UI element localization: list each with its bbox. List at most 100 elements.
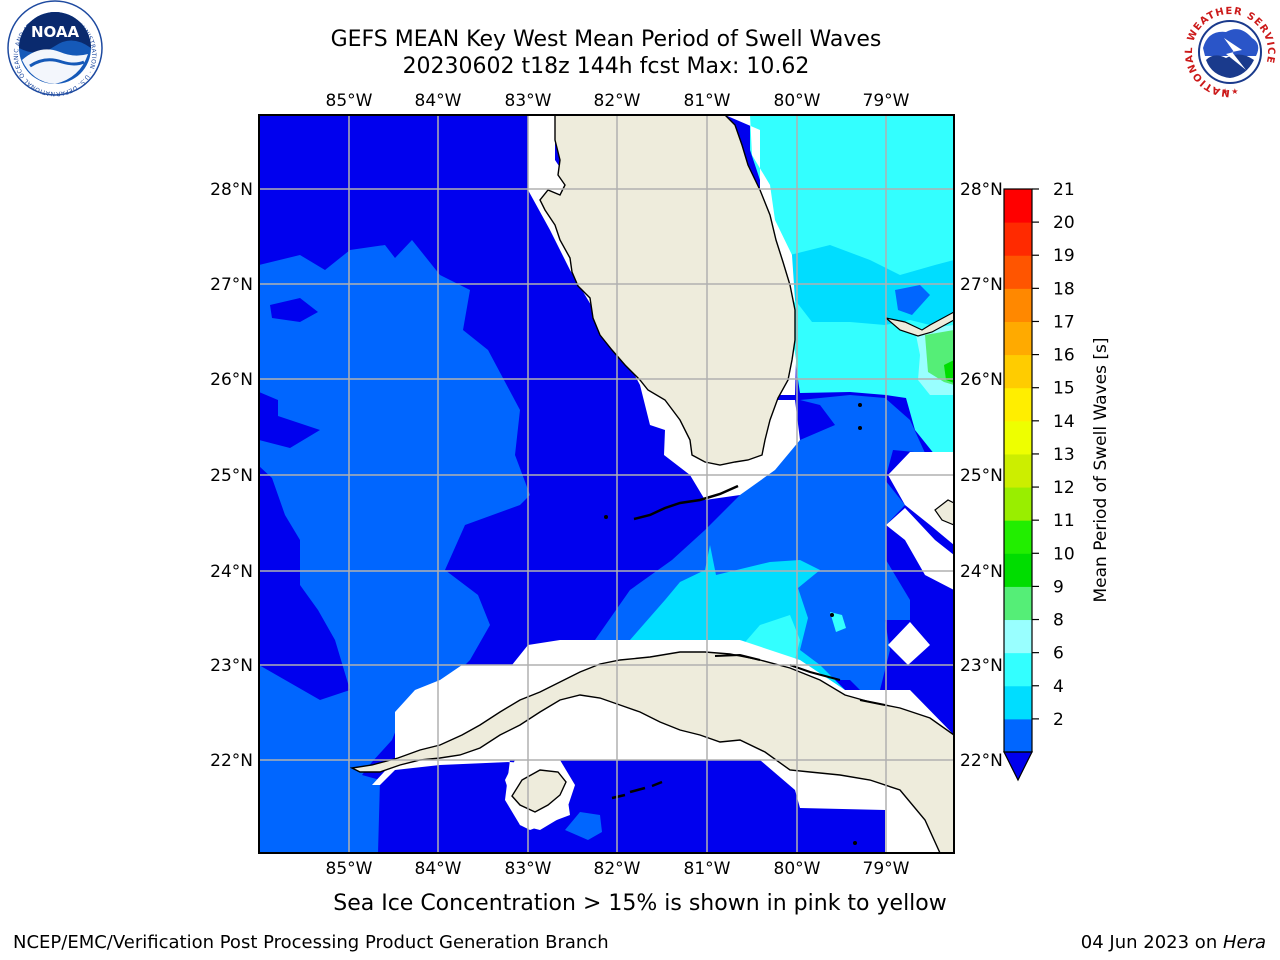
colorbar-band bbox=[1004, 189, 1032, 223]
sea-ice-note: Sea Ice Concentration > 15% is shown in … bbox=[333, 891, 947, 916]
colorbar-tick-label: 10 bbox=[1053, 544, 1075, 564]
lat-label-right: 26°N bbox=[960, 370, 1003, 390]
colorbar-bands bbox=[1004, 189, 1032, 753]
florida-land bbox=[539, 115, 796, 466]
lat-label-right: 22°N bbox=[960, 751, 1003, 771]
colorbar-tick-label: 16 bbox=[1053, 346, 1075, 366]
colorbar-band bbox=[1004, 453, 1032, 488]
lon-label-top: 79°W bbox=[863, 91, 910, 111]
noaa-logo: NATIONAL OCEANIC AND ATMOSPHERIC ADMINIS… bbox=[0, 0, 103, 97]
missing-data-bahamas-2 bbox=[886, 508, 954, 590]
lon-label-bottom: 81°W bbox=[684, 859, 731, 879]
lat-label-left: 26°N bbox=[210, 370, 253, 390]
florida-keys bbox=[633, 484, 739, 521]
colorbar-band bbox=[1004, 222, 1032, 256]
cuba-land bbox=[349, 651, 954, 853]
bimini bbox=[858, 403, 862, 407]
lat-label-right: 28°N bbox=[960, 180, 1003, 200]
colorbar-tick-label: 17 bbox=[1053, 312, 1075, 332]
lon-label-top: 83°W bbox=[505, 91, 552, 111]
lon-labels-top: 85°W 84°W 83°W 82°W 81°W 80°W 79°W bbox=[326, 91, 910, 111]
lon-label-top: 81°W bbox=[684, 91, 731, 111]
bahamas-land-1 bbox=[885, 311, 954, 337]
lat-label-left: 27°N bbox=[210, 275, 253, 295]
lat-label-left: 25°N bbox=[210, 466, 253, 486]
colorbar-tick-label: 6 bbox=[1053, 644, 1064, 664]
map-plot-area bbox=[259, 115, 954, 853]
lon-label-bottom: 80°W bbox=[774, 859, 821, 879]
footer-branch: NCEP/EMC/Verification Post Processing Pr… bbox=[13, 932, 609, 953]
colorbar-band bbox=[1004, 586, 1032, 621]
colorbar-band bbox=[1004, 685, 1032, 720]
nws-logo: NATIONAL WEATHER SERVICE ★ ★ bbox=[1182, 4, 1278, 100]
colorbar-tick-label: 21 bbox=[1053, 180, 1075, 200]
colorbar-tick-label: 19 bbox=[1053, 246, 1075, 266]
colorbar-tick-label: 15 bbox=[1053, 379, 1075, 399]
period-2-4-isle bbox=[565, 812, 602, 840]
lat-labels-left: 28°N 27°N 26°N 25°N 24°N 23°N 22°N bbox=[210, 180, 253, 771]
map-frame bbox=[258, 114, 955, 854]
lon-label-bottom: 82°W bbox=[594, 859, 641, 879]
lat-label-right: 24°N bbox=[960, 562, 1003, 582]
colorbar-label: Mean Period of Swell Waves [s] bbox=[1091, 338, 1111, 603]
lon-label-top: 82°W bbox=[594, 91, 641, 111]
lon-label-top: 84°W bbox=[415, 91, 462, 111]
colorbar-tick-label: 14 bbox=[1053, 412, 1075, 432]
colorbar-band bbox=[1004, 255, 1032, 289]
period-2-4-bahamas bbox=[895, 285, 930, 315]
colorbar-tick-label: 2 bbox=[1053, 710, 1064, 730]
dry-tortugas bbox=[604, 515, 608, 519]
colorbar-band bbox=[1004, 553, 1032, 587]
colorbar-frame bbox=[1003, 188, 1033, 753]
lat-label-left: 24°N bbox=[210, 562, 253, 582]
colorbar-tick-label: 4 bbox=[1053, 677, 1064, 697]
colorbar-band bbox=[1004, 487, 1032, 521]
lon-label-bottom: 83°W bbox=[505, 859, 552, 879]
lat-label-right: 25°N bbox=[960, 466, 1003, 486]
missing-data-bahamas-3 bbox=[888, 622, 930, 665]
colorbar-band bbox=[1004, 387, 1032, 422]
period-6-8-patch-south-2 bbox=[830, 612, 846, 632]
period-2-4-west-gulf bbox=[259, 240, 530, 853]
colorbar-tick-label: 11 bbox=[1053, 511, 1075, 531]
lat-label-right: 27°N bbox=[960, 275, 1003, 295]
colorbar-tick-label: 13 bbox=[1053, 445, 1075, 465]
footer-date-text: 04 Jun 2023 on bbox=[1080, 932, 1223, 953]
noaa-logo-text: NOAA bbox=[31, 23, 80, 41]
period-2-4-hole-2 bbox=[259, 392, 320, 448]
title-line-2: 20230602 t18z 144h fcst Max: 10.62 bbox=[402, 54, 810, 79]
colorbar-band bbox=[1004, 619, 1032, 654]
cuba-south-cays bbox=[611, 780, 663, 800]
cay-sal bbox=[830, 613, 834, 617]
bahamas-land-2 bbox=[934, 499, 954, 526]
colorbar-tick-label: 20 bbox=[1053, 213, 1075, 233]
colorbar-band bbox=[1004, 520, 1032, 554]
colorbar-extend-triangle bbox=[1003, 751, 1033, 782]
lon-labels-bottom: 85°W 84°W 83°W 82°W 81°W 80°W 79°W bbox=[326, 859, 910, 879]
lat-label-right: 23°N bbox=[960, 656, 1003, 676]
footer-host: Hera bbox=[1222, 932, 1266, 953]
colorbar-band bbox=[1004, 321, 1032, 356]
lon-label-bottom: 84°W bbox=[415, 859, 462, 879]
colorbar-band bbox=[1004, 354, 1032, 389]
lon-label-top: 85°W bbox=[326, 91, 373, 111]
colorbar-tick-label: 8 bbox=[1053, 611, 1064, 631]
lon-label-bottom: 79°W bbox=[863, 859, 910, 879]
colorbar-band bbox=[1004, 652, 1032, 687]
footer-date: 04 Jun 2023 on Hera bbox=[1081, 932, 1266, 953]
cat-cay bbox=[858, 426, 862, 430]
colorbar-tick-label: 9 bbox=[1053, 577, 1064, 597]
lat-labels-right: 28°N 27°N 26°N 25°N 24°N 23°N 22°N bbox=[960, 180, 1003, 771]
svg-text:★ ★: ★ ★ bbox=[1222, 87, 1239, 96]
lat-label-left: 22°N bbox=[210, 751, 253, 771]
colorbar-ticks: 21 20 19 18 17 16 15 14 13 12 11 10 9 8 6 4 2 bbox=[1032, 180, 1075, 730]
map-gridlines bbox=[259, 115, 954, 853]
colorbar-tick-label: 18 bbox=[1053, 279, 1075, 299]
colorbar-band bbox=[1004, 288, 1032, 322]
lon-label-top: 80°W bbox=[774, 91, 821, 111]
lat-label-left: 23°N bbox=[210, 656, 253, 676]
colorbar: 21 20 19 18 17 16 15 14 13 12 11 10 9 8 6 4 2 Mean Perio… bbox=[1003, 180, 1111, 782]
title-line-1: GEFS MEAN Key West Mean Period of Swell … bbox=[330, 27, 882, 52]
colorbar-band bbox=[1004, 420, 1032, 455]
